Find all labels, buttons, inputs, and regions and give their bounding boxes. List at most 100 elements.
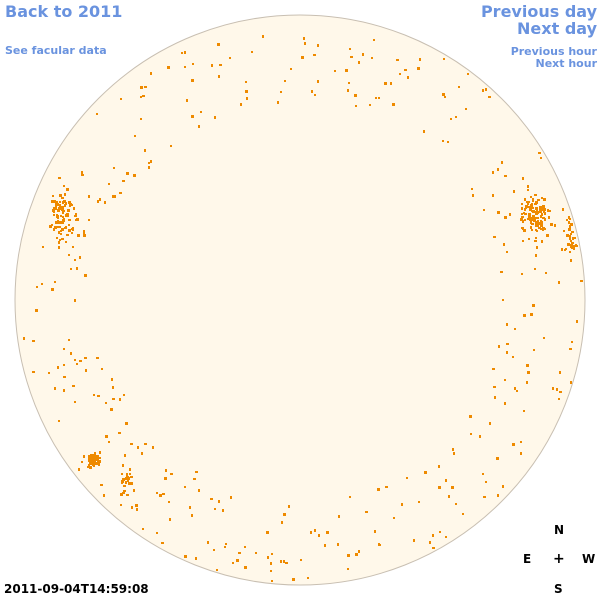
facula-marker [534,194,537,196]
facula-marker [161,542,164,544]
facula-marker [559,371,561,374]
facula-marker [271,553,273,555]
facula-marker [91,457,94,460]
facula-marker [573,247,575,250]
facula-marker [266,531,269,534]
facula-marker [524,198,526,201]
facula-marker [522,220,524,223]
facula-marker [528,213,530,216]
facula-marker [224,546,226,548]
facula-marker [532,217,534,220]
facula-marker [122,492,125,494]
facula-marker [530,196,532,198]
facula-marker [141,452,143,455]
facula-marker [94,462,96,464]
facula-marker [288,505,290,508]
facula-marker [504,379,506,381]
facula-marker [150,72,152,75]
facula-marker [570,233,572,235]
facula-marker [531,203,533,206]
facula-marker [83,455,85,458]
facula-marker [60,233,62,235]
facula-marker [526,381,528,384]
facula-marker [497,168,499,171]
compass-east-label: E [523,552,532,566]
facula-marker [126,494,129,496]
facula-marker [79,256,81,259]
facula-marker [337,543,339,546]
previous-hour-link[interactable]: Previous hour [510,45,597,58]
facula-marker [349,48,351,50]
facula-marker [123,485,126,487]
facula-marker [78,468,80,471]
facula-marker [119,398,121,401]
facula-marker [97,395,100,397]
facula-marker [36,286,38,288]
facula-marker [186,99,188,102]
facula-marker [494,396,496,399]
facula-marker [53,200,56,203]
facula-marker [390,82,392,85]
facula-marker [96,462,99,465]
facula-marker [573,245,575,248]
facula-marker [189,506,191,509]
facula-marker [184,555,187,558]
facula-marker [64,193,66,196]
facula-marker [564,249,566,251]
facula-marker [492,171,494,174]
facula-marker [58,177,61,179]
facula-marker [83,234,86,237]
facula-marker [556,388,558,391]
facula-marker [377,488,380,491]
facula-marker [55,205,57,208]
facula-marker [535,201,537,204]
facula-marker [152,446,154,449]
facula-marker [164,477,167,480]
facula-marker [133,174,136,177]
facula-marker [504,402,506,405]
facula-marker [542,205,545,208]
facula-marker [506,351,508,354]
facula-marker [75,213,77,216]
facula-marker [105,402,107,404]
see-facular-data-link[interactable]: See facular data [5,44,107,57]
facula-marker [482,89,484,92]
facula-marker [471,188,473,190]
facula-marker [540,221,543,224]
facula-marker [283,513,286,516]
facula-marker [59,194,62,197]
previous-day-link[interactable]: Previous day [480,2,597,21]
facula-marker [538,222,541,225]
facula-marker [413,539,415,542]
facula-marker [479,435,481,438]
facula-marker [56,214,58,217]
facula-marker [216,569,218,571]
facula-marker [114,195,116,198]
facula-marker [504,175,507,177]
facula-marker [467,73,469,75]
back-to-year-link[interactable]: Back to 2011 [5,2,123,21]
facula-marker [85,369,87,372]
facula-marker [73,207,75,210]
facula-marker [64,204,66,207]
facula-marker [438,486,441,489]
facula-marker [438,465,440,468]
facula-marker [310,531,312,534]
facula-marker [538,152,541,154]
facula-marker [392,103,395,106]
next-hour-link[interactable]: Next hour [535,57,598,70]
facula-marker [59,201,61,203]
sun-disk [14,14,586,586]
facula-marker [358,550,360,553]
facula-marker [571,247,573,249]
facula-marker [497,211,500,214]
next-day-link[interactable]: Next day [517,19,597,38]
facula-marker [184,486,186,488]
facula-marker [67,213,69,216]
facula-marker [554,224,556,227]
facula-marker [465,108,467,110]
facula-marker [218,500,220,503]
facula-marker [99,451,101,454]
facula-marker [558,398,560,400]
facula-marker [181,52,183,54]
